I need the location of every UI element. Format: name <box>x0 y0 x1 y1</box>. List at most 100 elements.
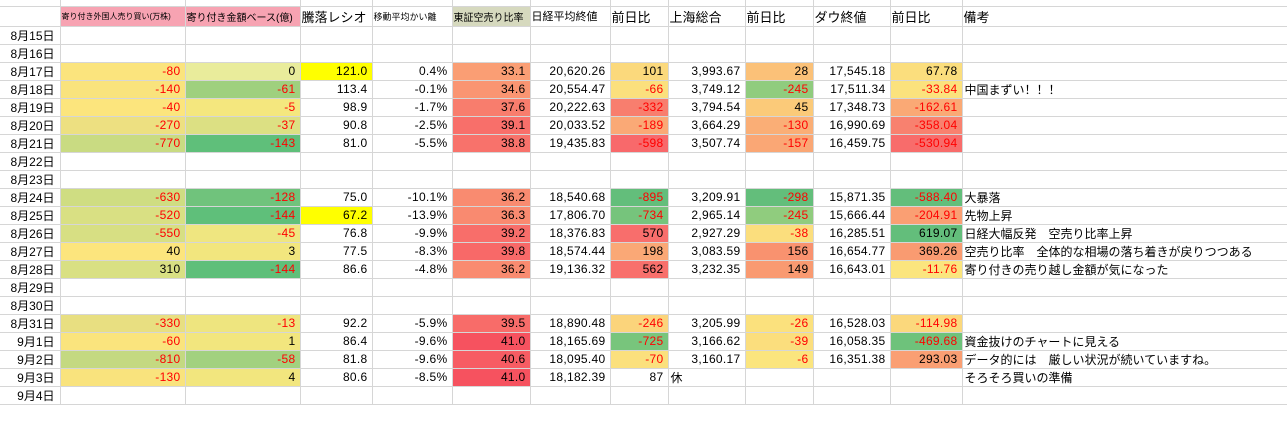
row-date-cell[interactable]: 8月24日 <box>0 188 61 207</box>
cell-foreign-open-trades[interactable] <box>60 152 186 171</box>
cell-dow-change[interactable]: -588.40 <box>890 188 963 207</box>
column-header-open-amount-base[interactable]: 寄り付き金額ベース(億) <box>185 6 301 27</box>
cell-dow-close[interactable]: 16,285.51 <box>813 224 891 243</box>
row-date-cell[interactable]: 8月29日 <box>0 278 61 297</box>
cell-open-amount-base[interactable]: -58 <box>185 350 301 369</box>
cell-nikkei-close[interactable]: 17,806.70 <box>530 206 611 225</box>
cell-nikkei-change[interactable] <box>610 278 669 297</box>
cell-remarks[interactable] <box>962 134 1287 153</box>
cell-remarks[interactable] <box>962 98 1287 117</box>
row-date-cell[interactable]: 8月28日 <box>0 260 61 279</box>
cell-advance-decline-ratio[interactable] <box>300 296 373 315</box>
cell-remarks[interactable] <box>962 152 1287 171</box>
cell-open-amount-base[interactable] <box>185 296 301 315</box>
cell-dow-change[interactable]: -358.04 <box>890 116 963 135</box>
cell-nikkei-change[interactable]: 570 <box>610 224 669 243</box>
cell-dow-change[interactable] <box>890 278 963 297</box>
cell-foreign-open-trades[interactable] <box>60 278 186 297</box>
cell-nikkei-close[interactable] <box>530 152 611 171</box>
cell-remarks[interactable] <box>962 386 1287 405</box>
column-header-shanghai-composite[interactable]: 上海総合 <box>668 6 746 27</box>
cell-dow-close[interactable] <box>813 368 891 387</box>
cell-tse-short-ratio[interactable] <box>452 386 531 405</box>
cell-remarks[interactable] <box>962 44 1287 63</box>
row-date-cell[interactable]: 9月2日 <box>0 350 61 369</box>
cell-foreign-open-trades[interactable] <box>60 170 186 189</box>
cell-nikkei-close[interactable]: 19,435.83 <box>530 134 611 153</box>
cell-advance-decline-ratio[interactable] <box>300 278 373 297</box>
cell-ma-deviation[interactable]: -5.5% <box>372 134 453 153</box>
cell-ma-deviation[interactable]: -8.3% <box>372 242 453 261</box>
cell-remarks[interactable] <box>962 296 1287 315</box>
cell-nikkei-change[interactable]: 562 <box>610 260 669 279</box>
cell-open-amount-base[interactable] <box>185 386 301 405</box>
cell-dow-close[interactable]: 16,351.38 <box>813 350 891 369</box>
cell-nikkei-change[interactable]: 198 <box>610 242 669 261</box>
cell-foreign-open-trades[interactable]: -770 <box>60 134 186 153</box>
cell-dow-close[interactable]: 16,058.35 <box>813 332 891 351</box>
cell-ma-deviation[interactable]: -1.7% <box>372 98 453 117</box>
row-date-cell[interactable]: 8月21日 <box>0 134 61 153</box>
cell-remarks[interactable]: 資金抜けのチャートに見える <box>962 332 1287 351</box>
cell-dow-close[interactable]: 16,990.69 <box>813 116 891 135</box>
cell-shanghai-composite[interactable] <box>668 44 746 63</box>
cell-dow-close[interactable]: 15,871.35 <box>813 188 891 207</box>
cell-nikkei-change[interactable]: -895 <box>610 188 669 207</box>
cell-foreign-open-trades[interactable]: 310 <box>60 260 186 279</box>
cell-advance-decline-ratio[interactable] <box>300 26 373 45</box>
cell-remarks[interactable]: データ的には 厳しい状況が続いていますね。 <box>962 350 1287 369</box>
cell-shanghai-composite[interactable]: 3,664.29 <box>668 116 746 135</box>
cell-nikkei-close[interactable] <box>530 296 611 315</box>
cell-nikkei-change[interactable] <box>610 44 669 63</box>
cell-tse-short-ratio[interactable]: 39.5 <box>452 314 531 333</box>
cell-ma-deviation[interactable] <box>372 278 453 297</box>
cell-ma-deviation[interactable] <box>372 296 453 315</box>
cell-shanghai-composite[interactable] <box>668 386 746 405</box>
cell-ma-deviation[interactable]: -9.6% <box>372 332 453 351</box>
cell-remarks[interactable]: 寄り付きの売り越し金額が気になった <box>962 260 1287 279</box>
cell-remarks[interactable]: 先物上昇 <box>962 206 1287 225</box>
cell-nikkei-close[interactable] <box>530 26 611 45</box>
cell-shanghai-change[interactable] <box>745 368 814 387</box>
cell-tse-short-ratio[interactable] <box>452 296 531 315</box>
cell-nikkei-close[interactable]: 18,574.44 <box>530 242 611 261</box>
cell-dow-close[interactable]: 17,545.18 <box>813 62 891 81</box>
cell-dow-change[interactable] <box>890 152 963 171</box>
cell-tse-short-ratio[interactable]: 39.8 <box>452 242 531 261</box>
cell-tse-short-ratio[interactable]: 36.2 <box>452 260 531 279</box>
cell-foreign-open-trades[interactable]: -80 <box>60 62 186 81</box>
cell-open-amount-base[interactable]: 4 <box>185 368 301 387</box>
cell-shanghai-composite[interactable]: 3,166.62 <box>668 332 746 351</box>
cell-dow-change[interactable] <box>890 26 963 45</box>
column-header-nikkei-close[interactable]: 日経平均終値 <box>530 6 611 27</box>
cell-nikkei-close[interactable]: 18,165.69 <box>530 332 611 351</box>
cell-nikkei-change[interactable]: -66 <box>610 80 669 99</box>
column-header-foreign-open-trades[interactable]: 寄り付き外国人売り買い(万株) <box>60 6 186 27</box>
cell-dow-change[interactable]: -114.98 <box>890 314 963 333</box>
cell-shanghai-change[interactable]: -157 <box>745 134 814 153</box>
cell-tse-short-ratio[interactable]: 38.8 <box>452 134 531 153</box>
column-header-advance-decline-ratio[interactable]: 騰落レシオ <box>300 6 373 27</box>
cell-advance-decline-ratio[interactable]: 90.8 <box>300 116 373 135</box>
cell-shanghai-change[interactable]: -245 <box>745 80 814 99</box>
cell-shanghai-composite[interactable]: 3,205.99 <box>668 314 746 333</box>
cell-open-amount-base[interactable]: -61 <box>185 80 301 99</box>
cell-ma-deviation[interactable]: -9.9% <box>372 224 453 243</box>
cell-shanghai-change[interactable]: 28 <box>745 62 814 81</box>
cell-nikkei-change[interactable]: 101 <box>610 62 669 81</box>
row-date-cell[interactable]: 8月15日 <box>0 26 61 45</box>
cell-open-amount-base[interactable]: -143 <box>185 134 301 153</box>
cell-tse-short-ratio[interactable]: 41.0 <box>452 368 531 387</box>
cell-remarks[interactable]: 大暴落 <box>962 188 1287 207</box>
cell-advance-decline-ratio[interactable]: 76.8 <box>300 224 373 243</box>
cell-shanghai-change[interactable]: -6 <box>745 350 814 369</box>
cell-ma-deviation[interactable]: -4.8% <box>372 260 453 279</box>
cell-shanghai-composite[interactable]: 3,160.17 <box>668 350 746 369</box>
cell-dow-change[interactable]: 369.26 <box>890 242 963 261</box>
cell-tse-short-ratio[interactable]: 37.6 <box>452 98 531 117</box>
cell-shanghai-change[interactable] <box>745 170 814 189</box>
cell-dow-change[interactable]: 67.78 <box>890 62 963 81</box>
cell-nikkei-change[interactable]: -246 <box>610 314 669 333</box>
cell-ma-deviation[interactable] <box>372 386 453 405</box>
row-date-cell[interactable]: 8月31日 <box>0 314 61 333</box>
